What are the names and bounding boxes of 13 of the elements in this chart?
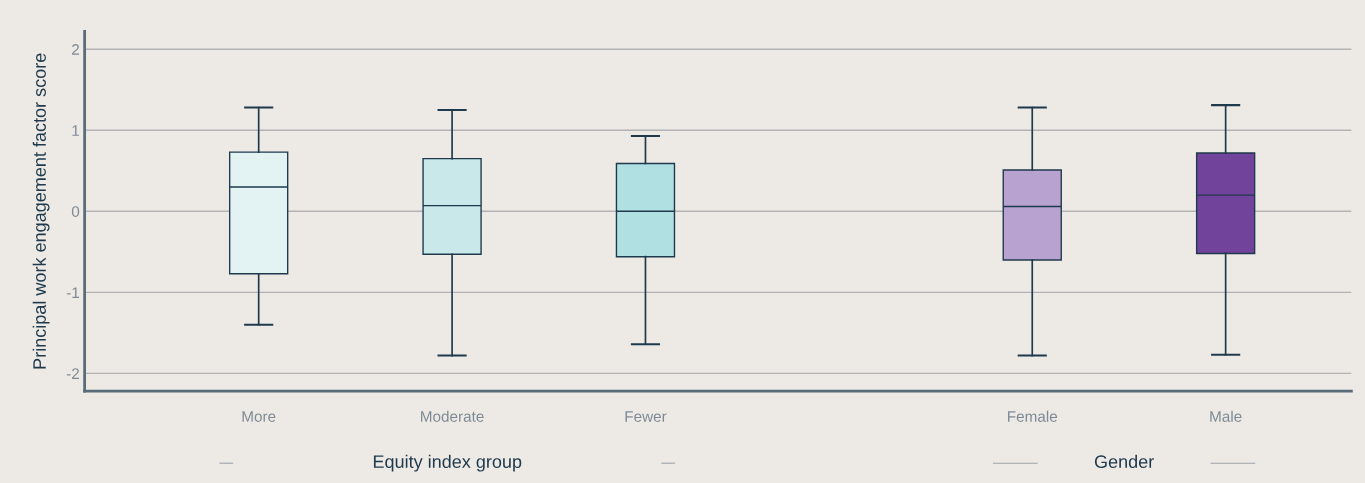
x-tick-label: Male — [1210, 410, 1242, 422]
x-tick-label: Female — [1008, 410, 1058, 422]
y-tick-label: 0 — [71, 206, 80, 217]
y-tick-label: -1 — [66, 287, 80, 298]
y-tick-label: 1 — [72, 125, 80, 136]
text: Equity index group — [373, 454, 522, 472]
y-tick-label: -2 — [66, 368, 79, 379]
x-tick-label: More — [242, 411, 276, 422]
y-tick-label: 2 — [72, 44, 79, 55]
text: Gender — [1094, 454, 1154, 469]
x-tick-label: Fewer — [625, 411, 667, 422]
x-tick-label: Moderate — [421, 410, 484, 422]
y-axis-title: Principal work engagement factor score — [32, 53, 50, 369]
